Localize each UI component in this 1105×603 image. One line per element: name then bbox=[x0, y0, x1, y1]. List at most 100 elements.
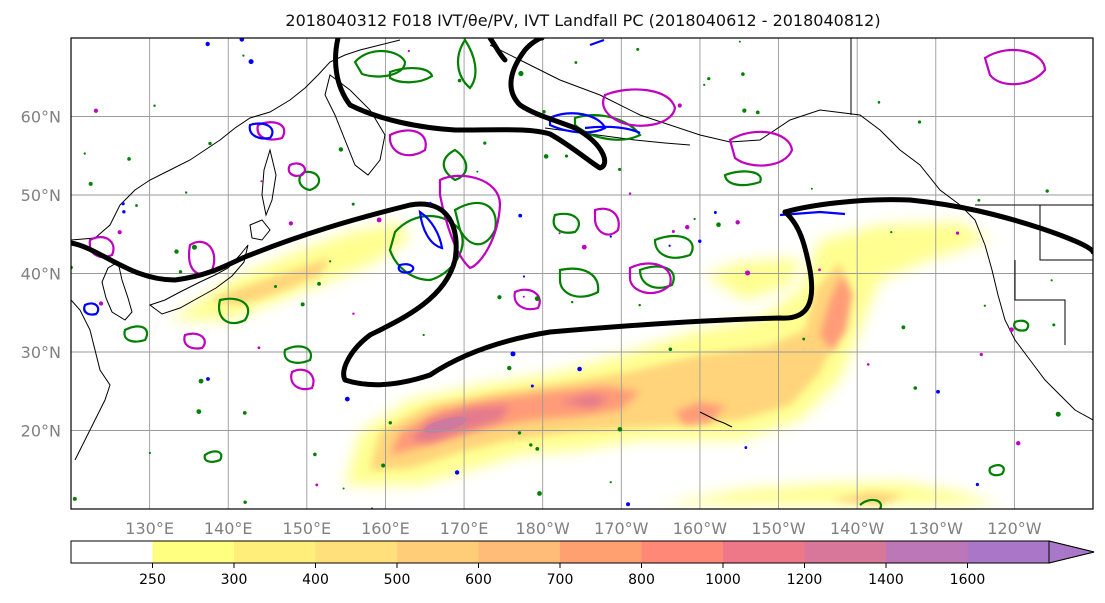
lon-tick-label: 140°W bbox=[830, 519, 885, 538]
lat-tick-label: 20°N bbox=[21, 422, 61, 441]
contour-speckle bbox=[127, 157, 131, 161]
theta-e-contours bbox=[123, 38, 1030, 509]
contour-speckle bbox=[535, 446, 540, 451]
contour-speckle bbox=[239, 38, 245, 42]
lat-tick-label: 50°N bbox=[21, 186, 61, 205]
colorbar-segment bbox=[234, 541, 316, 563]
canada-border bbox=[850, 38, 1093, 206]
colorbar-tick-label: 1600 bbox=[950, 572, 986, 588]
colorbar-tick-label: 300 bbox=[221, 572, 248, 588]
contour-speckle bbox=[510, 351, 516, 357]
colorbar-tick-label: 1400 bbox=[868, 572, 904, 588]
contour-speckle bbox=[148, 451, 151, 455]
contour-speckle bbox=[818, 268, 821, 272]
contour-speckle bbox=[454, 470, 460, 475]
colorbar-tick-label: 1200 bbox=[787, 572, 823, 588]
contour-speckle bbox=[741, 72, 745, 76]
contour-speckle bbox=[537, 491, 542, 496]
lon-tick-label: 170°W bbox=[594, 519, 649, 538]
lat-tick-label: 30°N bbox=[21, 343, 61, 362]
contour-speckle bbox=[517, 431, 522, 435]
contour-speckle bbox=[352, 312, 355, 315]
colorbar-tick-label: 600 bbox=[465, 572, 492, 588]
lon-tick-label: 120°W bbox=[987, 519, 1042, 538]
contour-speckle bbox=[738, 40, 741, 43]
contour-speckle bbox=[242, 411, 247, 415]
contour-speckle bbox=[174, 249, 179, 254]
contour-speckle bbox=[93, 108, 99, 113]
contour-speckle bbox=[534, 296, 540, 302]
contour-speckle bbox=[713, 211, 717, 215]
contour-speckle bbox=[810, 187, 813, 190]
north-america-west-coast bbox=[984, 244, 1093, 421]
us-states-border bbox=[1014, 205, 1093, 345]
lon-tick-label: 150°E bbox=[283, 519, 332, 538]
latitude-tick-labels: 20°N 30°N 40°N 50°N 60°N bbox=[21, 108, 61, 441]
contour-speckle bbox=[979, 352, 983, 357]
contour-speckle bbox=[507, 365, 512, 371]
lon-tick-label: 170°E bbox=[440, 519, 489, 538]
contour-speckle bbox=[618, 167, 622, 172]
contour-speckle bbox=[735, 220, 740, 225]
colorbar-segment bbox=[723, 541, 805, 563]
contour-speckle bbox=[388, 421, 392, 425]
contour-speckle bbox=[153, 104, 156, 107]
contour-speckle bbox=[609, 481, 612, 484]
contour-speckle bbox=[208, 141, 212, 146]
contour-speckle bbox=[135, 204, 138, 207]
contour-speckle bbox=[636, 47, 640, 51]
lon-tick-label: 180°W bbox=[516, 519, 571, 538]
contour-speckle bbox=[574, 61, 578, 64]
colorbar-tick-label: 1000 bbox=[705, 572, 741, 588]
contour-speckle bbox=[88, 181, 93, 186]
contour-speckle bbox=[122, 210, 126, 214]
colorbar-segment bbox=[397, 541, 479, 563]
contour-speckle bbox=[476, 170, 479, 173]
contour-speckle bbox=[422, 333, 425, 337]
contour-speckle bbox=[317, 281, 321, 286]
contour-speckle bbox=[329, 260, 332, 263]
landfall-pc-contour bbox=[71, 38, 1093, 388]
contour-speckle bbox=[581, 244, 587, 250]
colorbar-segment bbox=[886, 541, 968, 563]
contour-speckle bbox=[83, 152, 86, 155]
contour-speckle bbox=[936, 389, 940, 394]
contour-speckle bbox=[530, 384, 534, 388]
lat-tick-label: 60°N bbox=[21, 108, 61, 127]
contour-speckle bbox=[542, 109, 546, 114]
contour-speckle bbox=[338, 147, 344, 152]
contour-speckle bbox=[1052, 323, 1056, 327]
colorbar-segment bbox=[478, 541, 561, 563]
colorbar-segment bbox=[967, 541, 1050, 563]
contour-speckle bbox=[668, 244, 671, 247]
contour-speckle bbox=[205, 41, 210, 47]
colorbar-segment-below bbox=[71, 541, 153, 563]
coastlines bbox=[71, 38, 1093, 461]
colorbar-segment bbox=[152, 541, 235, 563]
colorbar-tick-label: 400 bbox=[302, 572, 329, 588]
colorbar-tick-label: 800 bbox=[628, 572, 655, 588]
contour-speckle bbox=[376, 217, 382, 223]
contour-speckle bbox=[274, 285, 278, 289]
colorbar-tick-label: 500 bbox=[384, 572, 411, 588]
contour-speckle bbox=[745, 270, 751, 276]
ivt-band-1200 bbox=[423, 416, 467, 434]
contour-speckle bbox=[975, 482, 979, 487]
contour-speckle bbox=[677, 103, 682, 108]
contour-speckle bbox=[703, 83, 706, 86]
contour-speckle bbox=[671, 229, 675, 233]
contour-speckle bbox=[288, 221, 293, 226]
contour-speckle bbox=[913, 386, 918, 390]
japan-honshu bbox=[148, 244, 249, 315]
contour-speckle bbox=[1055, 411, 1061, 417]
alaska-coast bbox=[489, 44, 986, 246]
contour-speckle bbox=[742, 108, 747, 113]
japan-hokkaido bbox=[249, 219, 271, 241]
contour-speckle bbox=[917, 120, 922, 124]
contour-speckle bbox=[707, 77, 711, 81]
pv-magenta-contours bbox=[88, 49, 1047, 391]
contour-speckle bbox=[802, 337, 806, 341]
contour-speckle bbox=[257, 346, 261, 350]
contour-speckle bbox=[1016, 441, 1021, 446]
contour-speckle bbox=[977, 198, 981, 202]
